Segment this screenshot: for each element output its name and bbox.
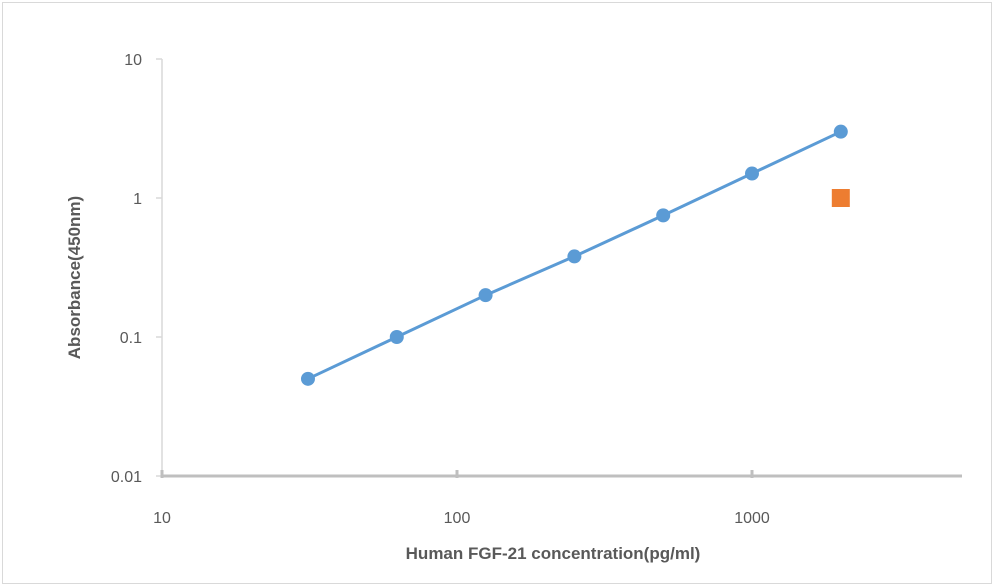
data-point-square <box>831 189 850 207</box>
y-tick-label: 0.01 <box>111 469 142 486</box>
data-point <box>656 208 671 223</box>
series-layer <box>300 124 850 386</box>
x-tick-label: 10 <box>153 510 171 527</box>
x-ticks: 10 100 1000 <box>153 470 770 527</box>
x-tick-label: 100 <box>444 510 471 527</box>
y-tick-label: 10 <box>124 52 142 69</box>
x-tick-label: 1000 <box>734 510 770 527</box>
data-point <box>389 330 404 344</box>
data-point <box>300 371 315 386</box>
data-point <box>745 166 759 181</box>
data-point <box>567 249 582 264</box>
data-point <box>478 288 493 303</box>
data-point <box>833 124 848 139</box>
x-axis-title: Human FGF-21 concentration(pg/ml) <box>406 544 701 563</box>
y-tick-label: 1 <box>133 191 142 208</box>
y-axis-title: Absorbance(450nm) <box>65 196 84 359</box>
y-tick-label: 0.1 <box>120 330 142 347</box>
axes <box>161 59 962 478</box>
y-ticks: 0.01 0.1 1 10 <box>111 52 162 486</box>
